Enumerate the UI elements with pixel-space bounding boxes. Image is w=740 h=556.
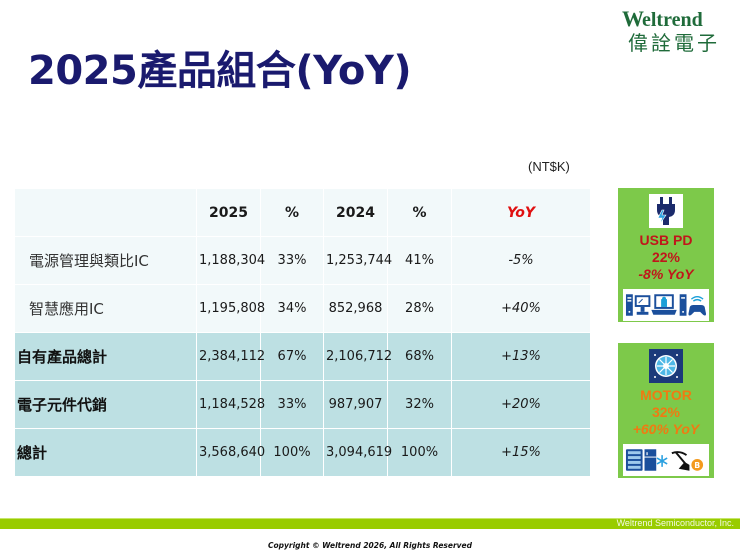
- pct-2024: 41%: [387, 236, 452, 285]
- pct-2025: 67%: [260, 332, 324, 381]
- copyright-text: Copyright © Weltrend 2026, All Rights Re…: [267, 541, 473, 550]
- header-cell-2024: 2024: [323, 188, 388, 237]
- unit-label: (NT$K): [528, 159, 570, 174]
- yoy-value: -5%: [451, 236, 591, 285]
- value-2024: 3,094,619: [323, 428, 392, 477]
- pct-2024: 68%: [387, 332, 452, 381]
- value-2024: 1,253,744: [323, 236, 392, 285]
- page-title: 2025產品組合(YoY): [28, 48, 412, 94]
- pct-2024: 28%: [387, 284, 452, 333]
- usb-pd-name: USB PD: [639, 232, 693, 248]
- table-row: 電源管理與類比IC 1,188,304 33% 1,253,744 41% -5…: [14, 236, 591, 285]
- header-cell-yoy: YoY: [451, 188, 591, 237]
- logo-chinese: 偉詮電子: [628, 31, 720, 55]
- header-cell-pct-2024: %: [387, 188, 452, 237]
- pct-2025: 33%: [260, 236, 324, 285]
- gamepad-icon: [688, 296, 707, 316]
- footer-bar: Weltrend Semiconductor, Inc.: [0, 518, 740, 529]
- row-label: 自有產品總計: [14, 332, 197, 381]
- motor-name: MOTOR: [640, 387, 692, 403]
- yoy-value: +15%: [451, 428, 591, 477]
- footer-company: Weltrend Semiconductor, Inc.: [616, 518, 734, 528]
- value-2025: 3,568,640: [196, 428, 265, 477]
- value-2024: 2,106,712: [323, 332, 392, 381]
- logo-english: Weltrend: [622, 6, 734, 32]
- header-cell-pct-2025: %: [260, 188, 324, 237]
- pct-2025: 34%: [260, 284, 324, 333]
- usb-pd-card: USB PD 22% -8% YoY: [618, 188, 714, 322]
- svg-text:B: B: [694, 461, 700, 470]
- product-mix-table: 2025 % 2024 % YoY 電源管理與類比IC 1,188,304 33…: [14, 188, 591, 477]
- pct-2024: 100%: [387, 428, 452, 477]
- header-cell-2025: 2025: [196, 188, 261, 237]
- value-2025: 1,184,528: [196, 380, 265, 429]
- pct-2025: 33%: [260, 380, 324, 429]
- value-2025: 2,384,112: [196, 332, 265, 381]
- motor-card: MOTOR 32% +60% YoY: [618, 343, 714, 478]
- bitcoin-icon: B: [691, 459, 704, 471]
- mining-pickaxe-icon: [671, 451, 690, 471]
- monitor-icon: [634, 295, 651, 315]
- value-2025: 1,195,808: [196, 284, 265, 333]
- refrigerator-icon: [644, 449, 657, 471]
- yoy-value: +20%: [451, 380, 591, 429]
- pct-2024: 32%: [387, 380, 452, 429]
- fan-icon: [649, 349, 683, 383]
- value-2024: 852,968: [323, 284, 388, 333]
- logo-rest: eltrend: [642, 9, 703, 31]
- laptop-icon: [651, 294, 677, 315]
- server-rack-icon: [625, 449, 643, 471]
- yoy-value: +40%: [451, 284, 591, 333]
- yoy-value: +13%: [451, 332, 591, 381]
- row-label: 電源管理與類比IC: [14, 236, 197, 285]
- usb-pd-applications: [623, 289, 709, 321]
- tower-pc-icon: [679, 294, 687, 316]
- table-header-row: 2025 % 2024 % YoY: [14, 188, 591, 237]
- value-2025: 1,188,304: [196, 236, 265, 285]
- logo-w: W: [622, 6, 644, 31]
- header-cell-blank: [14, 188, 197, 237]
- snowflake-icon: [656, 455, 668, 467]
- usb-pd-yoy: -8% YoY: [638, 266, 694, 282]
- row-label: 智慧應用IC: [14, 284, 197, 333]
- table-row: 總計 3,568,640 100% 3,094,619 100% +15%: [14, 428, 591, 477]
- value-2024: 987,907: [323, 380, 388, 429]
- table-row: 智慧應用IC 1,195,808 34% 852,968 28% +40%: [14, 284, 591, 333]
- row-label: 電子元件代銷: [14, 380, 197, 429]
- motor-yoy: +60% YoY: [632, 421, 700, 437]
- pct-2025: 100%: [260, 428, 324, 477]
- row-label: 總計: [14, 428, 197, 477]
- motor-share: 32%: [651, 404, 681, 420]
- usb-pd-share: 22%: [651, 249, 681, 265]
- weltrend-logo: Weltrend 偉詮電子: [622, 6, 734, 56]
- motor-applications: B: [623, 444, 709, 476]
- desktop-pc-icon: [625, 294, 633, 316]
- table-row: 自有產品總計 2,384,112 67% 2,106,712 68% +13%: [14, 332, 591, 381]
- power-plug-icon: [649, 194, 683, 228]
- table-row: 電子元件代銷 1,184,528 33% 987,907 32% +20%: [14, 380, 591, 429]
